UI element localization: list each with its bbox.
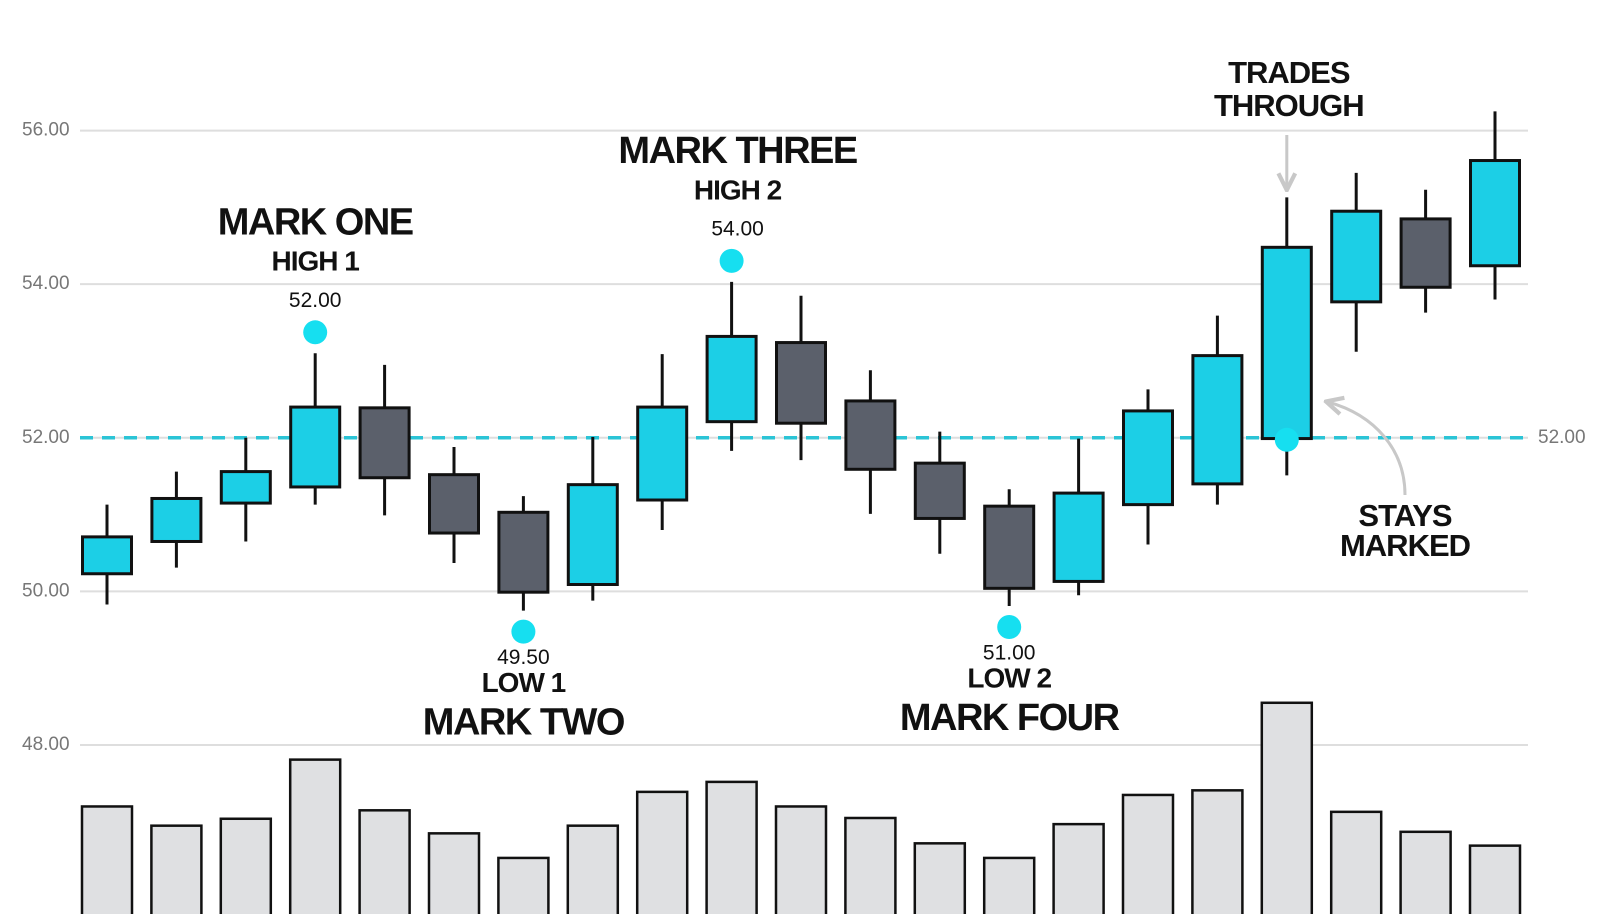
y-tick-label: 48.00 xyxy=(22,734,70,755)
volume-bar xyxy=(1399,830,1452,914)
candle-body xyxy=(1330,209,1383,304)
candle-body xyxy=(1260,245,1313,441)
annotation-title: MARK ONE xyxy=(218,201,413,243)
candle-body xyxy=(775,341,827,425)
marker-dot xyxy=(511,619,536,644)
candle-body xyxy=(983,504,1036,590)
candle-body xyxy=(81,535,133,576)
marker-dot xyxy=(1274,427,1299,452)
candle-body xyxy=(1399,217,1452,289)
candle-body xyxy=(566,483,619,586)
volume-bar xyxy=(913,842,967,914)
volume-bar xyxy=(566,824,620,914)
volume-bar xyxy=(358,809,411,914)
annotation-value: 52.00 xyxy=(289,289,342,312)
y-tick-label: 52.00 xyxy=(22,427,70,448)
callout-text: TRADES xyxy=(1228,55,1350,90)
callout-arrow xyxy=(1328,402,1407,496)
candle-body xyxy=(1469,159,1521,268)
candle-body xyxy=(497,510,550,594)
volume-bar xyxy=(1052,822,1105,914)
volume-bar xyxy=(150,824,203,914)
volume-bar xyxy=(635,790,689,914)
volume-bar xyxy=(427,832,481,914)
candle-body xyxy=(1052,491,1105,583)
candle-body xyxy=(219,470,272,505)
volume-bar xyxy=(1260,701,1314,914)
candle-body xyxy=(913,461,966,520)
annotation-subtitle: HIGH 2 xyxy=(694,174,782,205)
annotation-title: MARK THREE xyxy=(618,130,856,172)
volume-bar xyxy=(1468,844,1522,914)
volume-bar xyxy=(1191,789,1244,914)
candle-body xyxy=(1191,354,1244,486)
candle-body xyxy=(150,496,203,543)
candle-body xyxy=(705,334,758,424)
marker-dot xyxy=(997,615,1022,640)
candle-body xyxy=(428,473,480,535)
volume-bar xyxy=(1121,793,1175,914)
candle-body xyxy=(1122,409,1174,507)
volume-bar xyxy=(288,758,342,914)
candle-body xyxy=(636,405,689,502)
annotation-value: 49.50 xyxy=(497,646,550,669)
volume-bar xyxy=(1329,810,1383,914)
marker-dot xyxy=(303,320,328,345)
y-tick-label: 56.00 xyxy=(22,120,70,141)
y-tick-label: 54.00 xyxy=(22,273,70,294)
volume-bar xyxy=(844,816,897,914)
annotation-value: 51.00 xyxy=(983,642,1036,665)
reference-label: 52.00 xyxy=(1538,427,1586,448)
volume-bar xyxy=(80,805,134,914)
annotation-title: MARK TWO xyxy=(423,702,624,744)
annotation-title: MARK FOUR xyxy=(900,697,1120,739)
volume-bar xyxy=(982,856,1036,914)
candle-body xyxy=(844,399,897,471)
annotation-subtitle: LOW 2 xyxy=(967,662,1051,693)
volume-bar xyxy=(705,780,758,914)
callout-text: STAYS xyxy=(1358,498,1452,533)
candle-body xyxy=(358,406,411,480)
candle-body xyxy=(289,405,342,489)
annotation-subtitle: LOW 1 xyxy=(482,667,566,698)
callout-text: THROUGH xyxy=(1214,88,1364,123)
marker-dot xyxy=(719,248,744,273)
annotation-value: 54.00 xyxy=(711,217,764,240)
volume-bar xyxy=(774,805,828,914)
callout-text: MARKED xyxy=(1340,528,1471,563)
volume-bar xyxy=(497,856,550,914)
annotation-subtitle: HIGH 1 xyxy=(272,246,360,277)
y-tick-label: 50.00 xyxy=(22,580,70,601)
volume-bar xyxy=(219,817,273,914)
